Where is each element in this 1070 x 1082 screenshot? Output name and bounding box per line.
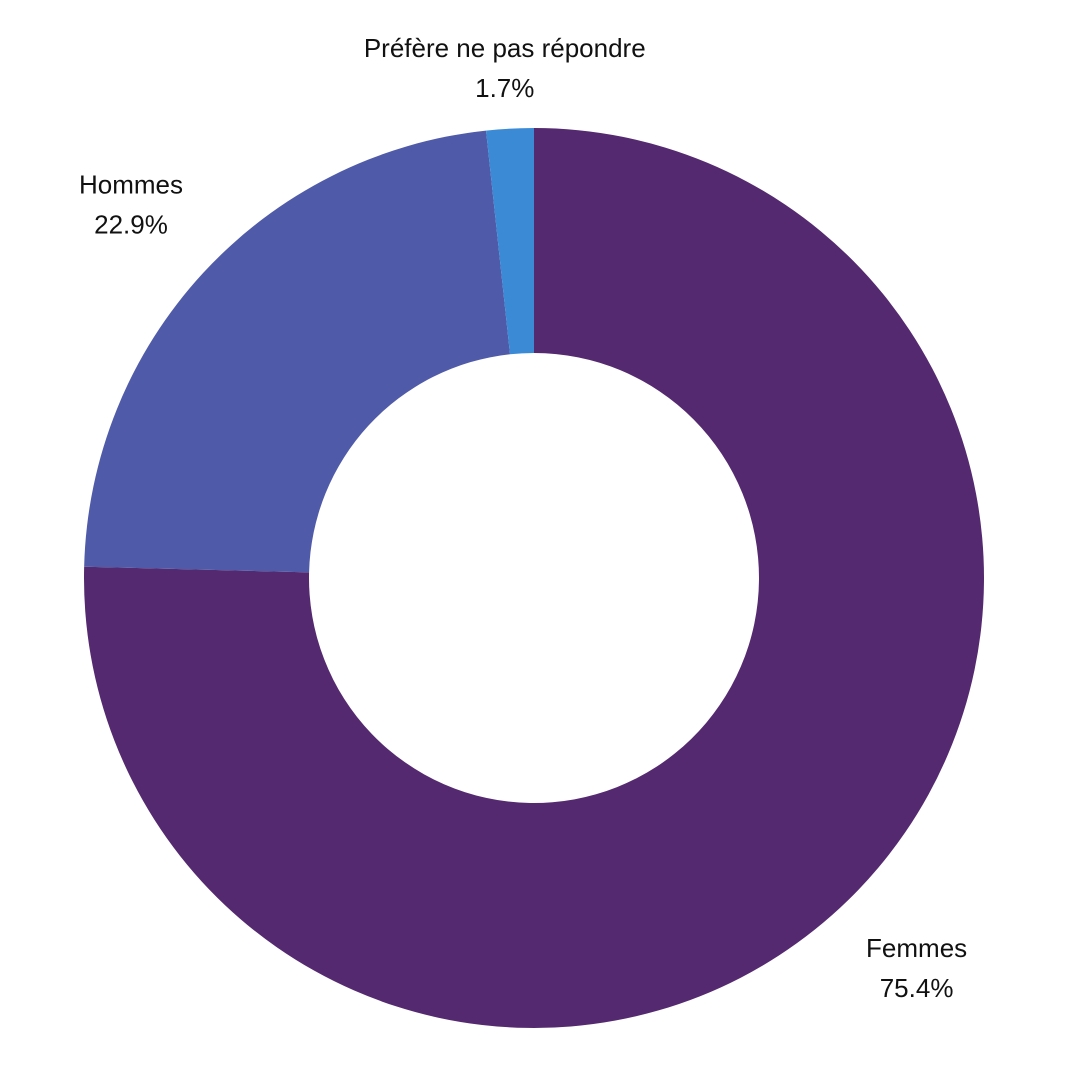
donut-slice bbox=[83, 128, 985, 1028]
slice-label: Hommes bbox=[79, 170, 183, 200]
slice-value-label: 1.7% bbox=[475, 73, 534, 103]
slice-value-label: 22.9% bbox=[94, 210, 168, 240]
donut-slice bbox=[486, 128, 534, 355]
slice-label: Préfère ne pas répondre bbox=[364, 33, 646, 63]
slice-label: Femmes bbox=[866, 933, 967, 963]
donut-slice bbox=[84, 130, 511, 573]
slice-value-label: 75.4% bbox=[880, 973, 954, 1003]
